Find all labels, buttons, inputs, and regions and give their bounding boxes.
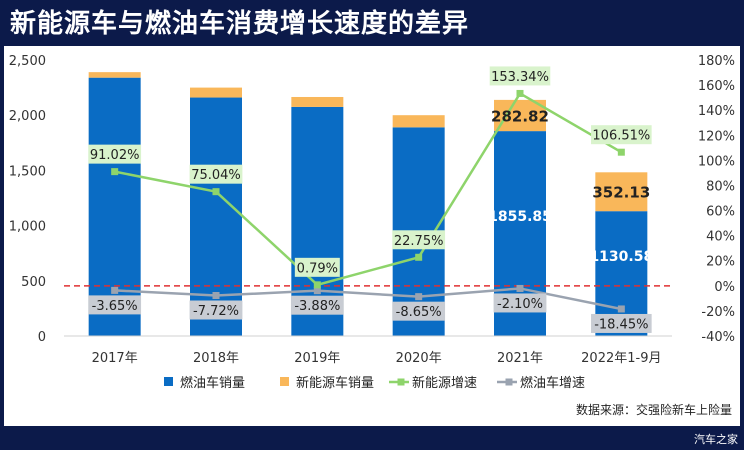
y-right-tick-label: 100% (698, 154, 735, 169)
y-left-tick-label: 2,000 (9, 109, 46, 124)
nev-sales-bar (595, 172, 648, 212)
y-left-tick-label: 1,000 (9, 220, 46, 235)
legend-label: 燃油车销量 (180, 375, 245, 391)
nev-growth-label: 91.02% (90, 148, 140, 163)
fuel-growth-label: -3.88% (294, 299, 340, 314)
fuel-growth-label-bg (392, 301, 446, 321)
fuel-growth-line (114, 287, 622, 311)
y-left-tick-label: 0 (38, 330, 46, 345)
fuel-sales-value-label: 1855.85 (488, 209, 552, 225)
nev-growth-marker (111, 168, 119, 176)
x-category-label: 2017年 (92, 351, 138, 366)
y-right-tick-label: 140% (698, 104, 735, 119)
nev-growth-marker (313, 281, 321, 289)
x-category-label: 2019年 (294, 351, 340, 366)
nev-growth-label: 0.79% (297, 261, 338, 276)
fuel-growth-marker (212, 292, 220, 300)
nev-growth-label-bg (88, 144, 142, 164)
fuel-growth-label-bg (493, 293, 547, 313)
fuel-growth-label: -7.72% (193, 304, 239, 319)
x-category-label: 2021年 (497, 351, 543, 366)
nev-sales-bar (190, 87, 242, 98)
fuel-growth-label-bg (88, 295, 142, 315)
legend-marker-swatch (505, 378, 513, 386)
legend-label: 新能源增速 (412, 375, 477, 391)
fuel-growth-label-bg (189, 300, 243, 320)
nev-growth-marker (415, 253, 423, 261)
x-category-label: 2022年1-9月 (581, 351, 661, 366)
nev-growth-label: 22.75% (394, 234, 444, 249)
fuel-growth-label-bg (290, 295, 344, 315)
nev-sales-bar (494, 99, 546, 132)
y-right-tick-label: 40% (706, 230, 735, 245)
legend-label: 燃油车增速 (520, 375, 585, 391)
nev-growth-marker (516, 89, 524, 97)
watermark-text: 汽车之家 (694, 433, 738, 446)
legend-label: 新能源车销量 (296, 375, 374, 391)
y-right-tick-label: 80% (706, 179, 735, 194)
page-title: 新能源车与燃油车消费增长速度的差异 (10, 9, 470, 39)
fuel-growth-label: -18.45% (594, 317, 648, 332)
y-right-tick-label: -40% (701, 330, 735, 345)
nev-growth-label: 106.51% (592, 129, 650, 144)
fuel-growth-label: -3.65% (92, 299, 138, 314)
legend-swatch (164, 377, 173, 386)
nev-growth-label-bg (591, 125, 652, 145)
y-left-tick-label: 2,500 (9, 54, 46, 69)
fuel-growth-marker (516, 284, 524, 292)
y-right-tick-label: 180% (698, 54, 735, 69)
fuel-growth-marker (617, 305, 625, 313)
chart: 0 500 1,000 1,500 2,000 2,500 -40% -20% 0% 20% 40%… (9, 54, 735, 417)
nev-growth-label-bg (489, 66, 551, 86)
nev-sales-value-label: 282.82 (491, 108, 549, 126)
fuel-growth-marker (313, 287, 321, 295)
x-category-label: 2020年 (396, 351, 442, 366)
y-right-tick-label: 160% (698, 79, 735, 94)
fuel-sales-value-label: 1130.58 (589, 249, 653, 265)
fuel-growth-label: -2.10% (497, 297, 543, 312)
fuel-growth-marker (111, 286, 119, 294)
y-right-tick-label: 120% (698, 129, 735, 144)
nev-growth-marker (212, 188, 220, 196)
nev-growth-label-bg (392, 230, 446, 250)
nev-growth-label-bg (189, 164, 243, 184)
nev-sales-bar (392, 115, 445, 128)
legend-marker-swatch (397, 378, 405, 386)
nev-sales-bar (291, 96, 344, 107)
legend-swatch (280, 377, 289, 386)
source-note: 数据来源：交强险新车上险量 (576, 402, 732, 417)
y-right-tick-label: 60% (706, 205, 735, 220)
nev-growth-label-bg (294, 257, 340, 277)
nev-growth-line (114, 91, 622, 287)
nev-sales-value-label: 352.13 (592, 184, 650, 202)
y-right-tick-label: -20% (701, 305, 735, 320)
fuel-growth-marker (415, 293, 423, 301)
y-left-tick-label: 500 (21, 275, 46, 290)
fuel-sales-bar (190, 97, 242, 336)
y-left-tick-label: 1,500 (9, 164, 46, 179)
fuel-growth-label-bg (591, 313, 652, 333)
nev-growth-marker (617, 148, 625, 156)
nev-growth-label: 75.04% (191, 168, 241, 183)
chart-panel: 0 500 1,000 1,500 2,000 2,500 -40% -20% 0% 20% 40%… (4, 46, 740, 426)
y-right-tick-label: 20% (706, 255, 735, 270)
y-right-tick-label: 0% (714, 280, 735, 295)
nev-sales-bar (88, 72, 141, 78)
nev-growth-label: 153.34% (491, 70, 549, 85)
x-category-label: 2018年 (193, 351, 239, 366)
fuel-growth-label: -8.65% (396, 305, 442, 320)
